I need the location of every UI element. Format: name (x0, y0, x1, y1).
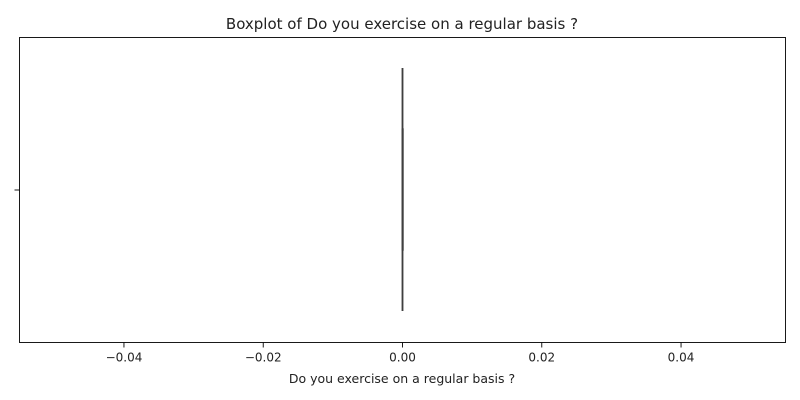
x-tick-label: 0.04 (668, 351, 695, 365)
x-axis-ticks: −0.04 −0.02 0.00 0.02 0.04 (106, 342, 695, 365)
x-tick-label: −0.02 (245, 351, 282, 365)
x-tick-label: 0.00 (389, 351, 416, 365)
chart-title: Boxplot of Do you exercise on a regular … (226, 15, 578, 33)
x-tick-label: 0.02 (528, 351, 555, 365)
x-axis-label: Do you exercise on a regular basis ? (289, 371, 515, 386)
box-series (401, 68, 404, 311)
x-tick-label: −0.04 (106, 351, 143, 365)
